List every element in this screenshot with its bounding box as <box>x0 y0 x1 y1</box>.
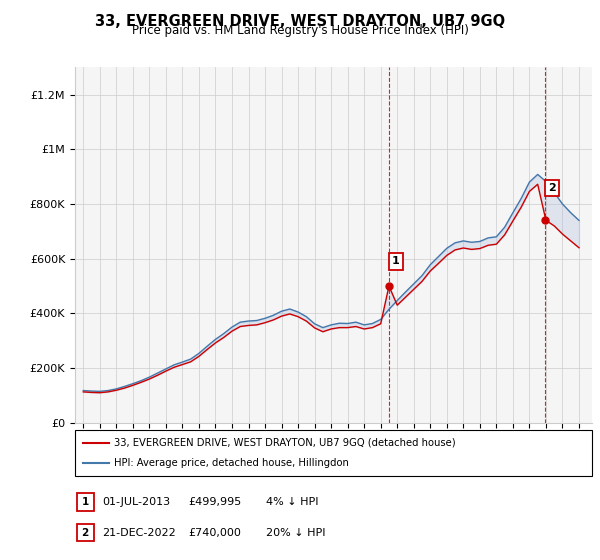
Text: 33, EVERGREEN DRIVE, WEST DRAYTON, UB7 9GQ: 33, EVERGREEN DRIVE, WEST DRAYTON, UB7 9… <box>95 14 505 29</box>
Text: 21-DEC-2022: 21-DEC-2022 <box>103 528 176 538</box>
Text: 4% ↓ HPI: 4% ↓ HPI <box>266 497 319 507</box>
Text: 33, EVERGREEN DRIVE, WEST DRAYTON, UB7 9GQ (detached house): 33, EVERGREEN DRIVE, WEST DRAYTON, UB7 9… <box>114 438 455 448</box>
Text: £740,000: £740,000 <box>188 528 241 538</box>
FancyBboxPatch shape <box>77 524 94 542</box>
Text: 20% ↓ HPI: 20% ↓ HPI <box>266 528 326 538</box>
Text: 1: 1 <box>392 256 400 267</box>
FancyBboxPatch shape <box>77 493 94 511</box>
Text: 01-JUL-2013: 01-JUL-2013 <box>103 497 171 507</box>
Text: HPI: Average price, detached house, Hillingdon: HPI: Average price, detached house, Hill… <box>114 458 349 468</box>
Text: 2: 2 <box>548 183 556 193</box>
FancyBboxPatch shape <box>75 430 592 476</box>
Text: £499,995: £499,995 <box>188 497 242 507</box>
Text: Price paid vs. HM Land Registry's House Price Index (HPI): Price paid vs. HM Land Registry's House … <box>131 24 469 37</box>
Text: 1: 1 <box>82 497 89 507</box>
Text: 2: 2 <box>82 528 89 538</box>
